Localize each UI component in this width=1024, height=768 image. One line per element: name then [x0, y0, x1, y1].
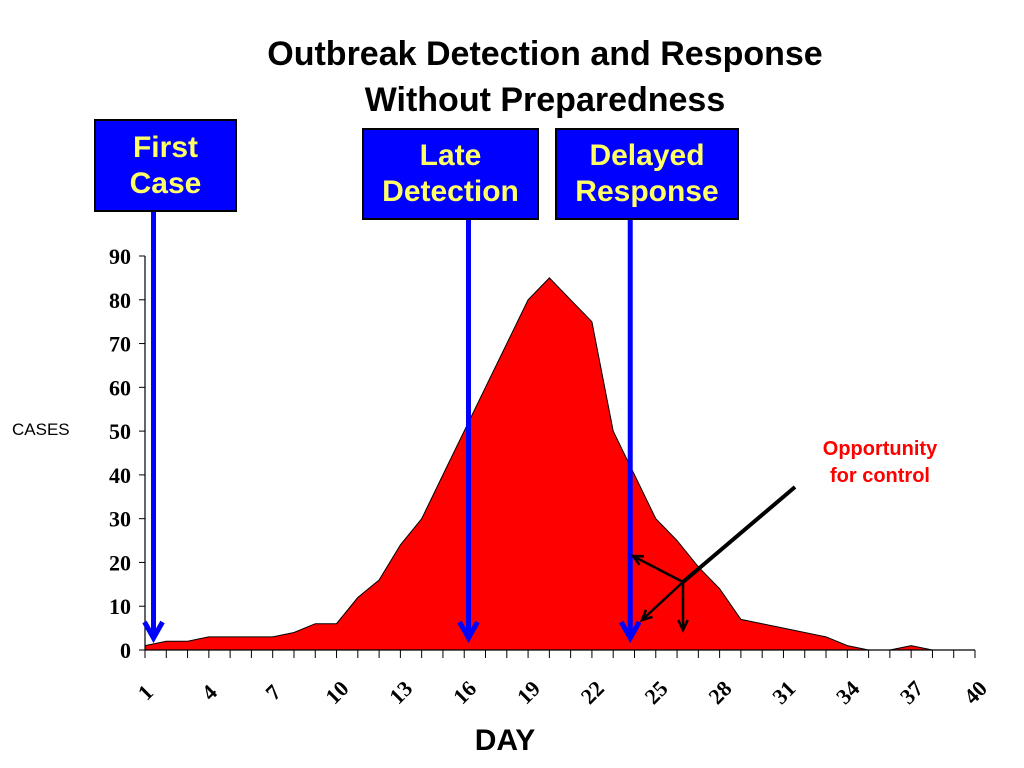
control-arrow-up-head [630, 554, 645, 566]
opportunity-label-line2: for control [830, 465, 930, 487]
x-tick-label: 28 [703, 676, 736, 709]
x-tick-label: 22 [576, 676, 609, 709]
x-tick-label: 4 [196, 680, 221, 705]
y-tick-label: 70 [109, 332, 131, 357]
y-tick-label: 20 [109, 550, 131, 575]
x-tick-label: 34 [831, 676, 864, 709]
first-case-label-box: First Case [94, 119, 237, 212]
x-tick-label: 31 [767, 676, 800, 709]
control-arrow-left [641, 581, 684, 621]
y-tick-label: 0 [120, 638, 131, 663]
control-arrow-up [632, 554, 684, 584]
control-arrow-left-head [639, 609, 653, 622]
delayed-response-label-line1: Delayed [589, 139, 705, 172]
late-detection-label-line1: Late [419, 139, 482, 172]
late-detection-label-box: Late Detection [362, 128, 539, 220]
y-tick-label: 60 [109, 375, 131, 400]
x-tick-label: 10 [320, 676, 353, 709]
cases-area [144, 277, 975, 651]
delayed-response-label-box: Delayed Response [555, 128, 739, 220]
opportunity-label-line1: Opportunity [822, 438, 938, 460]
opportunity-pointer-line [681, 485, 797, 584]
y-tick-label: 30 [109, 507, 131, 532]
first-case-label-line2: Case [129, 166, 202, 200]
late-detection-arrow-head [457, 620, 480, 644]
x-tick-label: 16 [448, 676, 481, 709]
chart-subtitle: Without Preparedness [364, 81, 726, 119]
y-axis-label: CASES [12, 420, 70, 439]
delayed-response-arrow-head [619, 620, 642, 644]
x-tick-label: 25 [640, 676, 673, 709]
late-detection-label-line2: Detection [382, 175, 519, 208]
x-tick-label: 7 [260, 680, 285, 705]
y-tick-label: 90 [109, 244, 131, 269]
y-tick-label: 50 [109, 419, 131, 444]
delayed-response-label-line2: Response [575, 175, 719, 208]
y-tick-label: 10 [109, 594, 131, 619]
chart-title: Outbreak Detection and Response [267, 35, 823, 73]
first-case-label-line1: First [132, 130, 198, 164]
y-tick-label: 40 [109, 463, 131, 488]
control-arrow-down-head [677, 619, 689, 633]
y-tick-label: 80 [109, 288, 131, 313]
opportunity-annotation: Opportunity for control [800, 436, 960, 490]
x-tick-label: 37 [895, 676, 928, 709]
x-tick-label: 19 [512, 676, 545, 709]
x-tick-label: 1 [133, 680, 158, 705]
x-tick-label: 40 [959, 676, 992, 709]
x-axis-label: DAY [474, 724, 536, 757]
first-case-arrow-head [142, 620, 165, 644]
x-tick-label: 13 [384, 676, 417, 709]
